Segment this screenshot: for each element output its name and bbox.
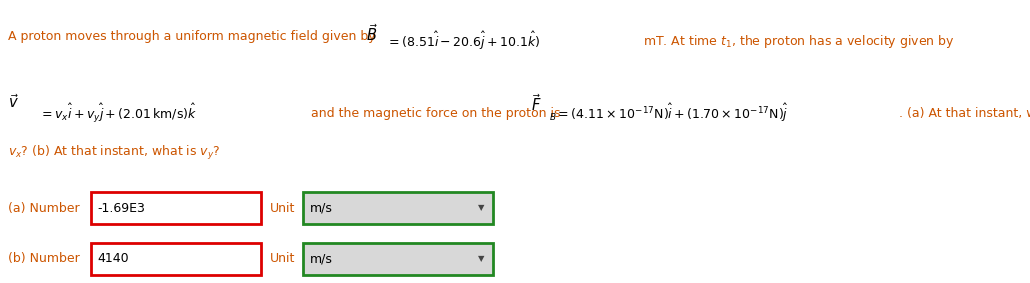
Text: ▼: ▼ (478, 254, 484, 263)
FancyBboxPatch shape (91, 243, 261, 275)
Text: $\vec{F}$: $\vec{F}$ (531, 93, 542, 114)
Text: $= v_x\hat{i} + v_y\hat{j} + (2.01\,\mathrm{km/s})\hat{k}$: $= v_x\hat{i} + v_y\hat{j} + (2.01\,\mat… (39, 102, 198, 125)
Text: $_B = (4.11 \times 10^{-17}\mathrm{N})\hat{i} + (1.70 \times 10^{-17}\mathrm{N}): $_B = (4.11 \times 10^{-17}\mathrm{N})\h… (549, 102, 789, 124)
Text: Unit: Unit (270, 252, 296, 265)
Text: m/s: m/s (310, 252, 333, 265)
Text: m/s: m/s (310, 201, 333, 215)
Text: $\vec{B}$: $\vec{B}$ (366, 23, 378, 44)
Text: $v_x$? (b) At that instant, what is $v_y$?: $v_x$? (b) At that instant, what is $v_y… (8, 144, 220, 162)
Text: and the magnetic force on the proton is: and the magnetic force on the proton is (311, 107, 560, 120)
Text: 4140: 4140 (98, 252, 130, 265)
Text: (b) Number: (b) Number (8, 252, 80, 265)
Text: A proton moves through a uniform magnetic field given by: A proton moves through a uniform magneti… (8, 30, 376, 43)
Text: (a) Number: (a) Number (8, 201, 80, 215)
FancyBboxPatch shape (303, 192, 493, 224)
FancyBboxPatch shape (91, 192, 261, 224)
Text: . (a) At that instant, what is: . (a) At that instant, what is (899, 107, 1030, 120)
FancyBboxPatch shape (303, 243, 493, 275)
Text: $\vec{v}$: $\vec{v}$ (8, 93, 20, 111)
Text: $= (8.51\hat{i} - 20.6\hat{j} + 10.1\hat{k})$: $= (8.51\hat{i} - 20.6\hat{j} + 10.1\hat… (386, 30, 541, 52)
Text: ▼: ▼ (478, 203, 484, 213)
Text: Unit: Unit (270, 201, 296, 215)
Text: mT. At time $t_1$, the proton has a velocity given by: mT. At time $t_1$, the proton has a velo… (643, 33, 955, 50)
Text: -1.69E3: -1.69E3 (98, 201, 145, 215)
